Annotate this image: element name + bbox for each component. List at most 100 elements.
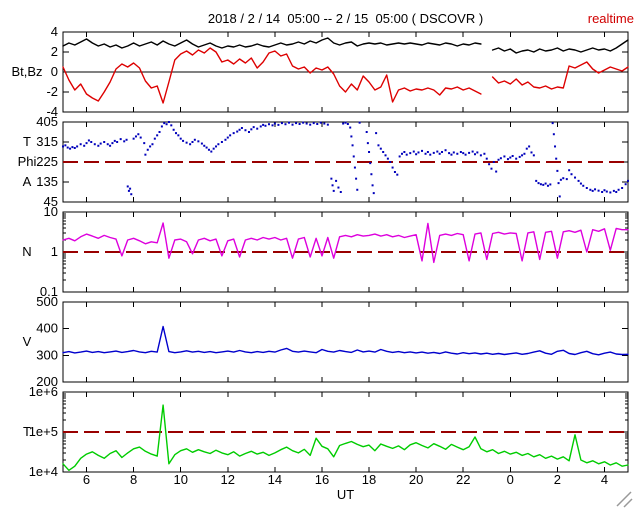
scatter-dot [521,154,524,157]
scatter-dot [627,179,629,182]
scatter-dot [426,151,429,153]
panel-t: 1e+6 1e+5 1e+4 [29,384,629,479]
scatter-dot [535,179,538,182]
scatter-dot [509,156,512,159]
scatter-dot [158,131,161,133]
scatter-dot [432,151,435,154]
scatter-dot [528,145,531,148]
y-tick-label: -2 [46,84,58,99]
series-v-line [62,325,629,356]
resize-grip[interactable] [616,491,633,508]
x-tick-label: 10 [173,472,187,487]
scatter-dot [217,143,220,146]
scatter-dot [66,146,69,149]
scatter-dot [87,139,90,142]
scatter-dot [497,158,500,161]
scatter-dot [375,132,378,135]
y-tick-label: 1e+6 [29,384,58,399]
scatter-dot [398,155,401,158]
panel-label-phi-a: A [22,174,32,189]
scatter-dot [471,150,474,153]
scatter-dot [429,153,432,156]
scatter-dot [352,155,355,158]
scatter-dot [132,137,135,140]
scatter-dot [232,132,235,135]
scatter-dot [518,155,521,158]
scatter-dot [73,147,76,149]
panel-label-phi-t: T [23,134,31,149]
scatter-dot [476,151,479,154]
scatter-dot [570,173,573,176]
scatter-dot [149,145,152,148]
panel-label-bt-bz: Bt,Bz [11,64,43,79]
scatter-dot [483,152,486,155]
y-tick-label: 500 [36,294,58,309]
scatter-dot [468,151,471,154]
plot-title: 2018 / 2 / 14 05:00 -- 2 / 15 05:00 ( DS… [207,11,484,26]
scatter-dot [523,152,526,155]
x-tick-label: 4 [601,472,608,487]
scatter-dot [191,141,194,143]
y-tick-label: 4 [51,24,58,39]
scatter-dot [335,179,338,182]
scatter-dot [544,182,547,185]
scatter-dot [189,143,192,146]
scatter-dot [262,123,265,126]
scatter-dot [624,183,627,186]
scatter-dot [312,122,315,125]
scatter-dot [386,157,389,160]
scatter-dot [448,152,451,155]
scatter-dot [143,142,146,145]
scatter-dot [539,183,542,186]
scatter-dot [151,143,154,146]
scatter-dot [106,143,109,146]
scatter-dot [562,177,565,180]
scatter-dot [511,155,514,157]
scatter-dot [244,129,247,132]
panel-n: 10 1 0.1 [40,204,629,299]
scatter-dot [288,121,290,124]
scatter-dot [326,123,329,126]
scatter-dot [452,151,455,154]
scatter-dot [226,136,229,139]
scatter-dot [298,123,301,125]
scatter-dot [546,184,549,187]
scatter-dot [126,185,129,188]
x-tick-label: 16 [315,472,329,487]
y-tick-label: 225 [36,154,58,169]
scatter-dot [215,145,218,148]
scatter-dot [346,123,349,125]
scatter-dot [302,121,305,124]
scatter-dot [382,151,385,153]
scatter-dot [441,151,444,153]
scatter-dot [247,131,250,133]
scatter-dot [175,132,177,135]
scatter-dot [391,166,394,169]
scatter-dot [229,134,232,137]
scatter-dot [495,170,498,173]
scatter-dot [409,152,412,155]
scatter-dot [349,126,352,129]
scatter-dot [76,145,79,148]
scatter-dot [277,123,280,126]
scatter-dot [267,123,270,126]
scatter-dot [488,163,491,166]
scatter-dot [203,144,206,147]
scatter-dot [79,143,82,146]
scatter-dot [309,123,312,126]
scatter-dot [93,143,96,146]
scatter-dot [389,161,392,163]
scatter-dot [459,151,462,153]
scatter-dot [97,144,100,147]
scatter-dot [372,192,375,195]
scatter-dot [316,123,319,125]
scatter-dot [305,122,308,125]
x-axis-title: UT [336,487,355,502]
scatter-dot [403,151,406,153]
panel-label-t: T [23,424,31,439]
scatter-dot [525,147,528,150]
scatter-dot [127,189,130,192]
scatter-dot [111,142,114,145]
scatter-dot [264,124,267,127]
x-tick-label: 18 [362,472,376,487]
